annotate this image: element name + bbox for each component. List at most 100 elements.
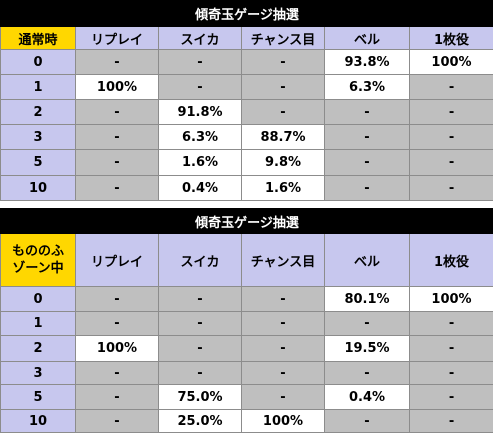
table-cell: - bbox=[324, 409, 410, 433]
table-cell: - bbox=[408, 335, 493, 362]
mode-label-line2: ゾーン中 bbox=[12, 261, 64, 276]
table-cell: - bbox=[241, 361, 325, 385]
table-cell: - bbox=[408, 175, 493, 201]
col-header-chance: チャンス目 bbox=[241, 26, 325, 50]
table-cell: - bbox=[75, 149, 159, 176]
table-body: 0- - -93.8% 100% 1 100% - -6.3% -2-91.8% - - -3-6.3… bbox=[0, 49, 493, 201]
table-row: 2-91.8% - - - bbox=[0, 99, 493, 125]
table-cell: 80.1% bbox=[324, 286, 410, 312]
table-cell: - bbox=[75, 384, 159, 410]
table-cell: 100% bbox=[241, 409, 325, 433]
table-cell: 100% bbox=[408, 49, 493, 75]
table-cell: - bbox=[158, 49, 242, 75]
table-cell: - bbox=[408, 99, 493, 125]
table-cell: - bbox=[75, 409, 159, 433]
mode-label: もののふ ゾーン中 bbox=[0, 233, 76, 287]
col-header-bell: ベル bbox=[324, 233, 410, 287]
table-cell: 1.6% bbox=[241, 175, 325, 201]
gauge-table-mononofu: 傾奇玉ゲージ抽選 もののふ ゾーン中 リプレイ スイカ チャンス目 ベル 1枚役… bbox=[0, 208, 493, 433]
row-label: 0 bbox=[0, 49, 76, 75]
table-cell: 25.0% bbox=[158, 409, 242, 433]
table-row: 3-6.3% 88.7% - - bbox=[0, 124, 493, 150]
col-header-replay: リプレイ bbox=[75, 233, 159, 287]
table-cell: 19.5% bbox=[324, 335, 410, 362]
table-cell: - bbox=[241, 335, 325, 362]
table-cell: - bbox=[158, 361, 242, 385]
table-cell: - bbox=[408, 74, 493, 100]
row-label: 10 bbox=[0, 175, 76, 201]
table-cell: - bbox=[158, 286, 242, 312]
col-header-replay: リプレイ bbox=[75, 26, 159, 50]
table-row: 5-75.0% -0.4% - bbox=[0, 384, 493, 410]
table-cell: 6.3% bbox=[324, 74, 410, 100]
row-label: 2 bbox=[0, 99, 76, 125]
table-cell: 75.0% bbox=[158, 384, 242, 410]
table-cell: 6.3% bbox=[158, 124, 242, 150]
table-cell: 100% bbox=[75, 335, 159, 362]
table-cell: - bbox=[75, 361, 159, 385]
table-cell: - bbox=[75, 311, 159, 336]
table-body: 0- - -80.1% 100% 1- - - - -2 100% - -19.5% -3- - - - -5-… bbox=[0, 286, 493, 433]
table-cell: - bbox=[75, 286, 159, 312]
col-header-1mai: 1枚役 bbox=[408, 233, 493, 287]
table-row: 3----- bbox=[0, 361, 493, 385]
table-cell: 1.6% bbox=[158, 149, 242, 176]
table-cell: - bbox=[75, 99, 159, 125]
table-cell: 88.7% bbox=[241, 124, 325, 150]
table-cell: 100% bbox=[75, 74, 159, 100]
gauge-table-normal: 傾奇玉ゲージ抽選 通常時 リプレイ スイカ チャンス目 ベル 1枚役 0---9… bbox=[0, 0, 493, 201]
row-label: 5 bbox=[0, 149, 76, 176]
table-cell: - bbox=[241, 49, 325, 75]
table-cell: - bbox=[324, 361, 410, 385]
table-row: 1 100% - -6.3% - bbox=[0, 74, 493, 100]
row-label: 1 bbox=[0, 311, 76, 336]
table-cell: - bbox=[75, 49, 159, 75]
table-cell: 93.8% bbox=[324, 49, 410, 75]
row-label: 1 bbox=[0, 74, 76, 100]
row-label: 10 bbox=[0, 409, 76, 433]
table-cell: - bbox=[324, 149, 410, 176]
table-cell: - bbox=[408, 384, 493, 410]
col-header-chance: チャンス目 bbox=[241, 233, 325, 287]
table-cell: - bbox=[241, 99, 325, 125]
table-cell: 0.4% bbox=[158, 175, 242, 201]
row-label: 5 bbox=[0, 384, 76, 410]
table-cell: - bbox=[158, 311, 242, 336]
table-title: 傾奇玉ゲージ抽選 bbox=[0, 208, 493, 234]
table-cell: - bbox=[408, 149, 493, 176]
mode-label-line1: もののふ bbox=[11, 244, 64, 259]
table-cell: - bbox=[324, 175, 410, 201]
table-cell: - bbox=[408, 124, 493, 150]
table-cell: 100% bbox=[408, 286, 493, 312]
table-cell: - bbox=[158, 74, 242, 100]
table-row: 5-1.6% 9.8% - - bbox=[0, 149, 493, 176]
table-row: 10-25.0% 100% - - bbox=[0, 409, 493, 433]
table-row: 0- - -93.8% 100% bbox=[0, 49, 493, 75]
table-cell: - bbox=[408, 409, 493, 433]
col-header-bell: ベル bbox=[324, 26, 410, 50]
table-cell: 9.8% bbox=[241, 149, 325, 176]
row-label: 0 bbox=[0, 286, 76, 312]
table-row: 0- - -80.1% 100% bbox=[0, 286, 493, 312]
table-cell: - bbox=[75, 175, 159, 201]
table-cell: - bbox=[324, 124, 410, 150]
table-cell: - bbox=[241, 311, 325, 336]
table-cell: 91.8% bbox=[158, 99, 242, 125]
table-cell: - bbox=[408, 311, 493, 336]
col-header-suika: スイカ bbox=[158, 26, 242, 50]
row-label: 3 bbox=[0, 361, 76, 385]
table-row: 10-0.4% 1.6% - - bbox=[0, 175, 493, 201]
table-title: 傾奇玉ゲージ抽選 bbox=[0, 0, 493, 27]
row-label: 2 bbox=[0, 335, 76, 362]
table-cell: - bbox=[241, 74, 325, 100]
table-cell: - bbox=[408, 361, 493, 385]
table-cell: - bbox=[324, 99, 410, 125]
col-header-suika: スイカ bbox=[158, 233, 242, 287]
table-cell: - bbox=[241, 384, 325, 410]
table-row: 1----- bbox=[0, 311, 493, 336]
table-row: 2 100% - -19.5% - bbox=[0, 335, 493, 362]
mode-label: 通常時 bbox=[0, 26, 76, 50]
table-cell: - bbox=[324, 311, 410, 336]
table-cell: - bbox=[241, 286, 325, 312]
